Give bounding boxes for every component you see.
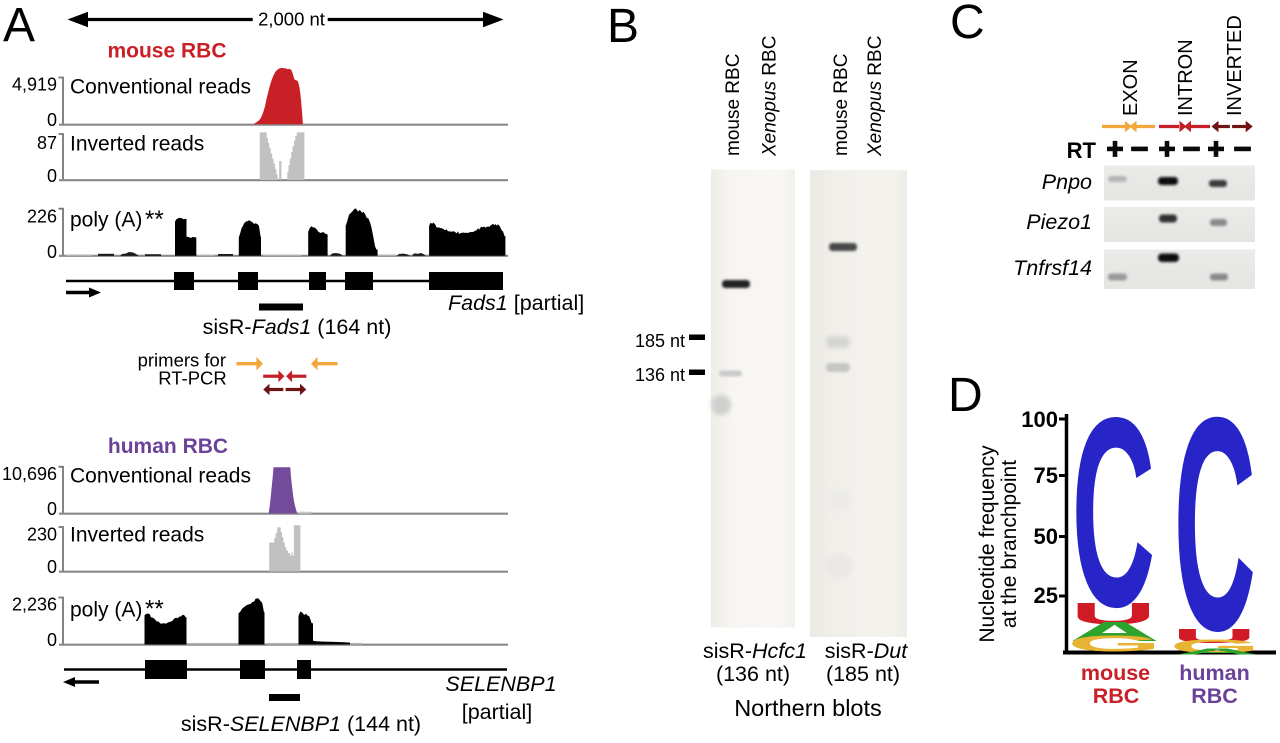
- svg-text:0: 0: [47, 499, 57, 519]
- svg-text:[partial]: [partial]: [462, 700, 533, 724]
- svg-text:2,236: 2,236: [12, 595, 57, 615]
- svg-text:4,919: 4,919: [12, 75, 57, 95]
- svg-text:U: U: [1071, 596, 1157, 631]
- svg-text:RT: RT: [1067, 138, 1097, 163]
- svg-text:Tnfrsf14: Tnfrsf14: [1013, 256, 1092, 280]
- svg-text:D: D: [948, 369, 983, 422]
- svg-text:mouse RBC: mouse RBC: [831, 54, 852, 156]
- svg-text:50: 50: [1034, 524, 1058, 549]
- svg-text:0: 0: [47, 630, 57, 650]
- svg-text:185 nt: 185 nt: [635, 331, 685, 351]
- svg-text:RBC: RBC: [1191, 684, 1238, 708]
- svg-text:230: 230: [27, 525, 57, 545]
- svg-text:(136 nt): (136 nt): [716, 662, 790, 686]
- svg-text:0: 0: [47, 110, 57, 130]
- svg-text:human: human: [1179, 661, 1249, 685]
- svg-text:Piezo1: Piezo1: [1026, 210, 1092, 234]
- svg-text:Inverted reads: Inverted reads: [70, 524, 204, 547]
- svg-text:G: G: [1067, 631, 1161, 657]
- svg-text:2,000 nt: 2,000 nt: [258, 9, 325, 30]
- svg-text:U: U: [1172, 624, 1256, 647]
- svg-text:10,696: 10,696: [2, 464, 57, 484]
- svg-text:A: A: [1175, 647, 1259, 656]
- svg-text:Fads1 [partial]: Fads1 [partial]: [448, 291, 584, 315]
- svg-text:C: C: [1174, 354, 1256, 694]
- svg-text:C: C: [950, 0, 985, 49]
- svg-text:primers for: primers for: [138, 350, 226, 371]
- svg-text:sisR-Fads1 (164 nt): sisR-Fads1 (164 nt): [203, 315, 392, 339]
- svg-text:Xenopus RBC: Xenopus RBC: [760, 36, 781, 157]
- svg-text:poly (A): poly (A): [70, 599, 142, 622]
- svg-text:(185 nt): (185 nt): [826, 662, 900, 686]
- svg-text:Conventional reads: Conventional reads: [70, 76, 251, 99]
- svg-text:A: A: [3, 0, 35, 52]
- svg-text:Pnpo: Pnpo: [1042, 170, 1092, 194]
- svg-text:Northern blots: Northern blots: [734, 695, 882, 721]
- svg-text:136 nt: 136 nt: [635, 365, 685, 385]
- svg-text:sisR-Hcfc1: sisR-Hcfc1: [703, 639, 807, 663]
- svg-text:INVERTED: INVERTED: [1224, 15, 1246, 116]
- svg-text:0: 0: [47, 242, 57, 262]
- svg-text:Conventional reads: Conventional reads: [70, 465, 251, 488]
- svg-text:75: 75: [1034, 463, 1058, 488]
- svg-text:INTRON: INTRON: [1175, 39, 1197, 116]
- svg-text:87: 87: [37, 133, 57, 153]
- svg-text:**: **: [145, 206, 164, 233]
- svg-text:Nucleotide frequency: Nucleotide frequency: [976, 445, 999, 643]
- svg-text:SELENBP1: SELENBP1: [445, 672, 556, 696]
- svg-text:G: G: [1170, 635, 1261, 657]
- svg-text:EXON: EXON: [1120, 59, 1142, 116]
- svg-text:sisR-Dut: sisR-Dut: [825, 639, 908, 663]
- svg-text:mouse RBC: mouse RBC: [107, 40, 226, 63]
- svg-text:B: B: [607, 0, 639, 53]
- svg-text:A: A: [1069, 616, 1160, 647]
- svg-text:poly (A): poly (A): [70, 209, 142, 232]
- svg-text:Inverted reads: Inverted reads: [70, 133, 204, 156]
- svg-text:RT-PCR: RT-PCR: [158, 368, 227, 389]
- svg-text:RBC: RBC: [1093, 684, 1140, 708]
- svg-text:0: 0: [47, 557, 57, 577]
- svg-text:mouse RBC: mouse RBC: [723, 54, 744, 156]
- svg-text:226: 226: [27, 206, 57, 226]
- svg-text:sisR-SELENBP1 (144 nt): sisR-SELENBP1 (144 nt): [181, 712, 421, 736]
- svg-text:mouse: mouse: [1081, 661, 1150, 685]
- svg-text:100: 100: [1021, 407, 1058, 432]
- svg-text:Xenopus RBC: Xenopus RBC: [865, 36, 886, 157]
- svg-text:0: 0: [47, 166, 57, 186]
- svg-text:25: 25: [1034, 583, 1058, 608]
- svg-text:C: C: [1072, 362, 1156, 664]
- svg-text:at the branchpoint: at the branchpoint: [998, 460, 1021, 628]
- svg-text:human RBC: human RBC: [108, 435, 228, 458]
